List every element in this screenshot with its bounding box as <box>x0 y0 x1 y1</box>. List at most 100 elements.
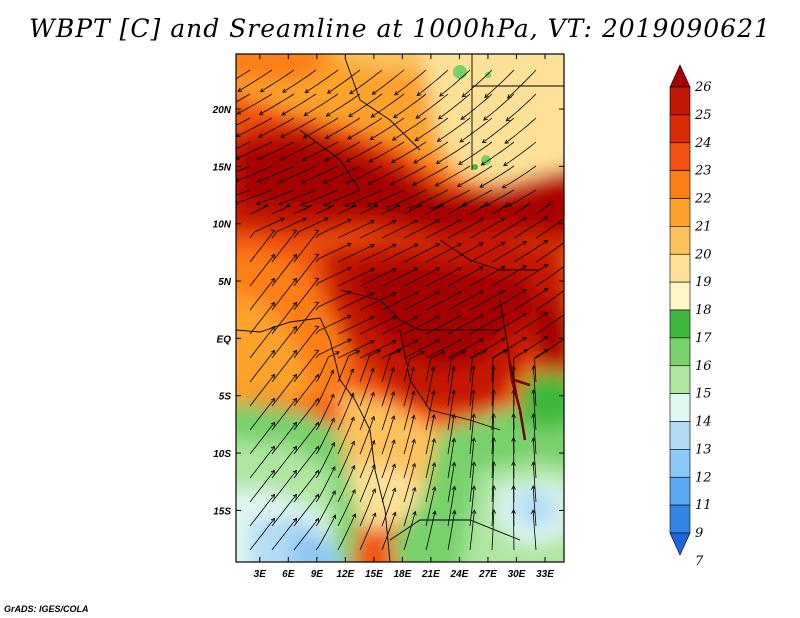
streamline <box>381 243 418 263</box>
streamline <box>359 392 375 431</box>
streamline-arrow <box>389 181 395 186</box>
streamline <box>293 326 319 359</box>
streamline-arrow <box>543 263 549 269</box>
streamline <box>337 441 355 479</box>
streamline <box>271 302 297 335</box>
streamline-arrow <box>511 509 516 514</box>
streamline-arrow <box>314 277 320 282</box>
streamline-arrow <box>491 365 496 370</box>
streamline <box>278 189 317 205</box>
streamline <box>337 244 375 263</box>
streamline <box>315 418 335 455</box>
streamline <box>403 511 416 551</box>
streamline <box>315 351 340 383</box>
streamline-arrow <box>531 461 536 466</box>
streamline-arrow <box>292 253 298 259</box>
streamline <box>337 392 354 431</box>
streamline <box>271 518 297 551</box>
streamline <box>403 415 415 455</box>
streamline <box>469 217 505 239</box>
streamline-arrow <box>351 203 357 208</box>
streamline-arrow <box>471 461 477 467</box>
streamline-arrow <box>330 369 335 375</box>
streamline-arrow <box>522 289 527 294</box>
streamline <box>381 267 418 287</box>
streamline <box>337 350 360 383</box>
lat-label: 20N <box>212 105 232 116</box>
streamline <box>367 189 405 207</box>
streamline-arrow <box>522 241 527 246</box>
streamline-arrow <box>292 301 298 307</box>
streamline-arrow <box>270 493 276 499</box>
streamline-arrow <box>543 215 549 221</box>
streamline-arrow <box>347 135 352 140</box>
streamline <box>469 486 475 527</box>
streamline <box>425 366 435 407</box>
streamline-arrow <box>372 512 377 518</box>
streamline-arrow <box>435 291 441 296</box>
streamline <box>425 462 435 503</box>
streamline-arrow <box>355 350 361 355</box>
streamline <box>315 514 336 551</box>
streamline-arrow <box>263 203 269 208</box>
streamline-arrow <box>346 338 352 343</box>
streamline <box>337 204 357 215</box>
streamline-arrow <box>370 391 375 397</box>
streamline <box>469 205 485 215</box>
streamline <box>447 350 466 383</box>
streamline-arrow <box>315 445 320 451</box>
streamline-arrow <box>302 134 308 139</box>
streamline <box>327 69 361 94</box>
streamline <box>532 462 537 503</box>
streamline-arrow <box>471 413 476 419</box>
streamline <box>532 486 537 527</box>
streamline-arrow <box>479 218 484 223</box>
streamline <box>447 486 455 527</box>
streamline <box>425 315 462 335</box>
streamline-arrow <box>526 201 532 206</box>
streamline <box>347 117 383 140</box>
streamline-arrow <box>346 157 352 162</box>
streamline-arrow <box>565 239 569 243</box>
streamline <box>436 141 471 164</box>
streamline-arrow <box>434 182 440 187</box>
streamline-arrow <box>370 292 375 297</box>
streamline-arrow <box>504 139 510 144</box>
streamline-arrow <box>326 205 331 210</box>
streamline <box>403 339 440 359</box>
streamline-arrow <box>412 181 417 186</box>
streamline <box>260 69 295 93</box>
streamline <box>249 254 275 287</box>
map-frame <box>235 53 565 563</box>
streamline <box>236 189 251 196</box>
streamline-arrow <box>435 267 441 272</box>
colorbar-swatch <box>669 64 691 88</box>
streamline-arrow <box>420 351 425 356</box>
streamline <box>381 439 395 479</box>
streamline-arrow <box>281 111 286 116</box>
streamline-arrow <box>373 203 379 208</box>
streamline <box>491 509 495 551</box>
streamline-arrow <box>258 110 264 115</box>
lon-label: 6E <box>282 569 295 580</box>
streamline-arrow <box>301 156 307 161</box>
streamline-arrow <box>396 349 402 354</box>
colorbar-swatch <box>669 532 691 556</box>
streamline <box>293 217 329 239</box>
streamline <box>345 165 383 184</box>
streamline-arrow <box>344 202 350 207</box>
streamline <box>535 204 550 215</box>
streamline-arrow <box>471 509 477 515</box>
streamline-arrow <box>392 511 397 517</box>
streamline-arrow <box>314 349 320 354</box>
streamline <box>293 374 319 407</box>
lat-label: 5S <box>219 392 232 403</box>
streamline-arrow <box>391 219 397 224</box>
streamline-arrow <box>413 243 419 248</box>
streamline <box>403 267 440 287</box>
streamline <box>236 141 273 160</box>
streamline <box>359 244 397 263</box>
streamline <box>271 446 297 479</box>
streamline <box>271 494 297 527</box>
streamline-arrow <box>292 277 298 283</box>
